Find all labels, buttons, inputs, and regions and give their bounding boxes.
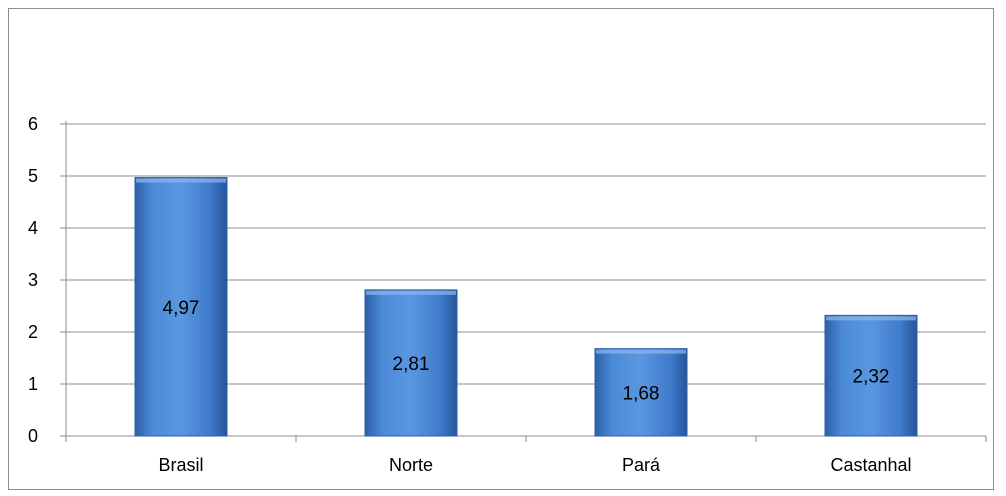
bar-highlight: [596, 349, 686, 354]
y-tick-label: 6: [28, 114, 38, 134]
x-tick-label: Castanhal: [830, 455, 911, 475]
bar-highlight: [366, 290, 456, 295]
bar-highlight: [136, 178, 226, 183]
data-label: 2,81: [393, 354, 430, 375]
bar-norte: [364, 289, 458, 437]
y-tick-label: 3: [28, 270, 38, 290]
data-label: 2,32: [853, 367, 890, 388]
x-tick-label: Brasil: [158, 455, 203, 475]
x-tick-label: Norte: [389, 455, 433, 475]
labels: 0 1 2 3 4 5 6 4,97 Brasil 2,81 Norte 1,68 Pará 2,32 Ca…: [28, 114, 912, 475]
y-tick-label: 0: [28, 426, 38, 446]
x-tick-label: Pará: [622, 455, 661, 475]
bar-highlight: [826, 316, 916, 321]
bars: [134, 177, 918, 437]
y-tick-label: 1: [28, 374, 38, 394]
bar-brasil: [134, 177, 228, 437]
y-tick-label: 5: [28, 166, 38, 186]
data-label: 1,68: [623, 383, 660, 404]
bar-pará: [594, 348, 688, 437]
bar-castanhal: [824, 314, 918, 437]
y-tick-label: 4: [28, 218, 38, 238]
data-label: 4,97: [163, 298, 200, 319]
y-tick-label: 2: [28, 322, 38, 342]
